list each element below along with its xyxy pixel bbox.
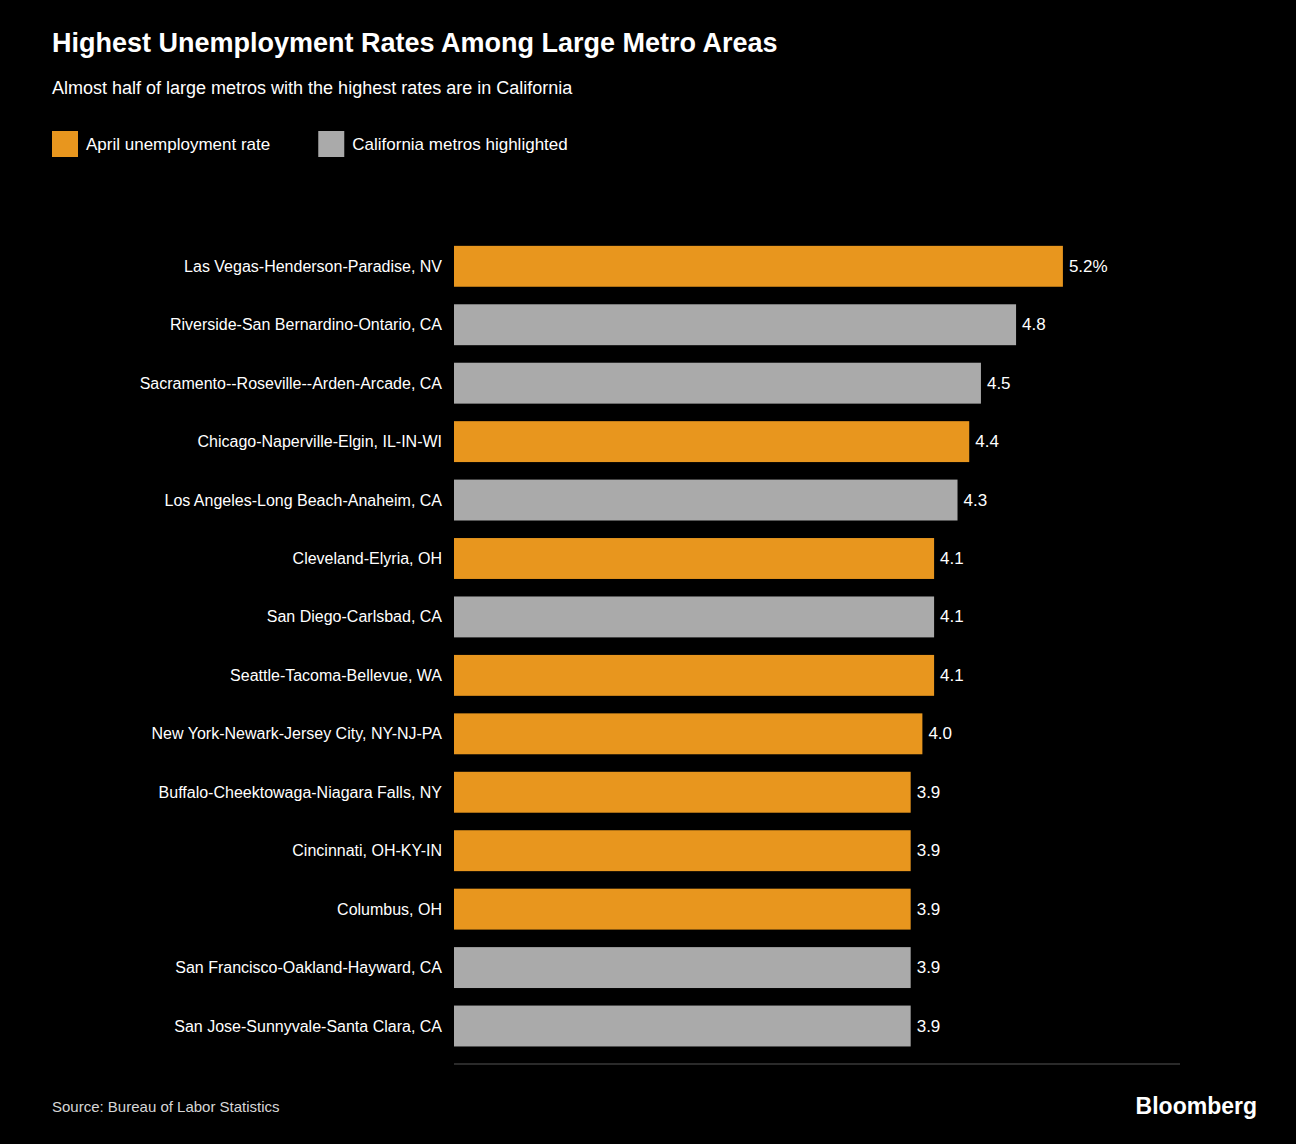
source: Source: Bureau of Labor Statistics (52, 1098, 280, 1115)
title: Highest Unemployment Rates Among Large M… (52, 28, 778, 58)
bar (454, 1006, 911, 1047)
bar (454, 947, 911, 988)
category-label: Las Vegas-Henderson-Paradise, NV (184, 258, 442, 275)
legend-label: April unemployment rate (86, 135, 270, 154)
annotation: Bloomberg (1136, 1093, 1257, 1119)
x-axis-line (454, 1064, 1180, 1065)
value-label: 5.2% (1069, 257, 1108, 276)
legend-label: California metros highlighted (352, 135, 567, 154)
category-label: Los Angeles-Long Beach-Anaheim, CA (164, 492, 442, 509)
value-label: 3.9 (917, 841, 941, 860)
category-label: San Jose-Sunnyvale-Santa Clara, CA (174, 1018, 442, 1035)
category-label: Chicago-Naperville-Elgin, IL-IN-WI (197, 433, 442, 450)
bar (454, 830, 911, 871)
bar (454, 596, 934, 637)
category-label: Cincinnati, OH-KY-IN (292, 842, 442, 859)
value-label: 4.1 (940, 666, 964, 685)
value-label: 4.1 (940, 607, 964, 626)
value-label: 3.9 (917, 1017, 941, 1036)
bar (454, 421, 969, 462)
value-label: 4.1 (940, 549, 964, 568)
bar (454, 246, 1063, 287)
value-label: 4.4 (975, 432, 999, 451)
value-label: 3.9 (917, 958, 941, 977)
bar (454, 655, 934, 696)
category-label: Columbus, OH (337, 901, 442, 918)
legend-swatch (52, 131, 78, 157)
value-label: 4.3 (964, 491, 988, 510)
bar (454, 538, 934, 579)
background (0, 0, 1296, 1144)
value-label: 3.9 (917, 900, 941, 919)
value-label: 4.5 (987, 374, 1011, 393)
legend: April unemployment rate California metros… (52, 131, 568, 157)
bars (454, 246, 1063, 1047)
bar (454, 889, 911, 930)
value-label: 3.9 (917, 783, 941, 802)
bar (454, 363, 981, 404)
category-label: Sacramento--Roseville--Arden-Arcade, CA (140, 375, 443, 392)
subtitle: Almost half of large metros with the hig… (52, 78, 573, 98)
category-label: Seattle-Tacoma-Bellevue, WA (230, 667, 442, 684)
bar (454, 480, 958, 521)
chart: Highest Unemployment Rates Among Large M… (0, 0, 1296, 1144)
category-label: New York-Newark-Jersey City, NY-NJ-PA (152, 725, 443, 742)
value-label: 4.8 (1022, 315, 1046, 334)
category-label: San Diego-Carlsbad, CA (267, 608, 443, 625)
bar (454, 772, 911, 813)
category-label: San Francisco-Oakland-Hayward, CA (175, 959, 442, 976)
bar (454, 304, 1016, 345)
bar (454, 713, 922, 754)
legend-swatch (318, 131, 344, 157)
category-label: Riverside-San Bernardino-Ontario, CA (170, 316, 442, 333)
value-label: 4.0 (928, 724, 952, 743)
category-label: Buffalo-Cheektowaga-Niagara Falls, NY (159, 784, 443, 801)
labels: Las Vegas-Henderson-Paradise, NV Riversid… (140, 257, 1108, 1036)
category-label: Cleveland-Elyria, OH (293, 550, 442, 567)
